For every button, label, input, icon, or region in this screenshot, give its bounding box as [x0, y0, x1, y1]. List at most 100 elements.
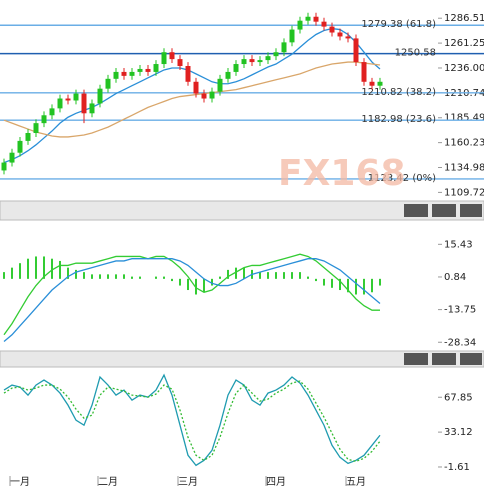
- x-tick-label: 二月: [98, 476, 118, 488]
- y-tick-label: 1185.49: [444, 113, 484, 124]
- histogram-bar: [219, 276, 221, 279]
- series-line: [3, 61, 381, 138]
- level-label: 1250.58: [395, 48, 436, 59]
- histogram-bar: [331, 278, 333, 288]
- histogram-bar: [83, 272, 85, 279]
- candle-body: [49, 108, 55, 116]
- candle-body: [353, 38, 359, 63]
- candle-body: [1, 162, 7, 171]
- histogram-bar: [75, 269, 77, 279]
- restore-button[interactable]: [432, 353, 456, 365]
- y-tick-label: 1286.51: [444, 13, 484, 24]
- histogram-bar: [91, 274, 93, 279]
- candle-body: [329, 26, 335, 33]
- candle-body: [337, 32, 343, 37]
- candle-body: [289, 29, 295, 43]
- candle-body: [177, 59, 183, 67]
- x-tick-label: 五月: [346, 476, 366, 488]
- candle-body: [193, 81, 199, 94]
- x-tick-label: 一月: [10, 476, 30, 488]
- histogram-bar: [363, 278, 365, 295]
- histogram-bar: [299, 272, 301, 279]
- histogram-bar: [379, 278, 381, 286]
- histogram-bar: [187, 278, 189, 291]
- candle-body: [217, 78, 223, 92]
- histogram-bar: [115, 274, 117, 279]
- histogram-bar: [355, 278, 357, 295]
- candle-body: [209, 91, 215, 99]
- histogram-bar: [227, 269, 229, 279]
- candle-body: [321, 21, 327, 27]
- header-bar: [0, 200, 484, 221]
- histogram-bar: [43, 256, 45, 279]
- candle-body: [41, 115, 47, 124]
- histogram-bar: [203, 278, 205, 293]
- candle-body: [273, 52, 279, 57]
- minimize-button[interactable]: [404, 204, 428, 217]
- candle-body: [97, 88, 103, 104]
- candle-body: [281, 42, 287, 53]
- candle-body: [65, 98, 71, 101]
- histogram-bar: [283, 272, 285, 279]
- candle-body: [17, 140, 23, 153]
- histogram-bar: [171, 278, 173, 282]
- candle-body: [265, 56, 271, 61]
- histogram-bar: [99, 274, 101, 279]
- level-label: 1123.42 (0%): [368, 173, 436, 184]
- candle-body: [9, 152, 15, 163]
- candle-body: [369, 81, 375, 86]
- candle-body: [305, 16, 311, 21]
- y-tick-label: 1160.23: [444, 138, 484, 149]
- histogram-bar: [259, 272, 261, 279]
- series-line: [3, 27, 381, 164]
- histogram-bar: [155, 276, 157, 279]
- histogram-bar: [11, 267, 13, 279]
- candle-body: [137, 68, 143, 72]
- histogram-bar: [163, 276, 165, 279]
- candle-body: [313, 16, 319, 22]
- y-tick-label: 33.12: [444, 427, 473, 438]
- histogram-bar: [195, 278, 197, 295]
- histogram-bar: [339, 278, 341, 291]
- histogram-bar: [59, 260, 61, 279]
- candle-body: [57, 98, 63, 109]
- y-tick-label: -28.34: [444, 337, 476, 348]
- histogram-bar: [291, 272, 293, 279]
- candle-body: [145, 68, 151, 72]
- histogram-bar: [3, 272, 5, 279]
- histogram-bar: [35, 256, 37, 279]
- close-button[interactable]: [460, 204, 482, 217]
- candle-body: [33, 123, 39, 134]
- y-tick-label: 1109.72: [444, 187, 484, 198]
- level-label: 1210.82 (38.2): [361, 87, 436, 98]
- candle-body: [25, 133, 31, 141]
- close-button[interactable]: [460, 353, 482, 365]
- level-label: 1182.98 (23.6): [361, 114, 436, 125]
- restore-button[interactable]: [432, 204, 456, 217]
- histogram-bar: [211, 278, 213, 286]
- y-tick-label: 67.85: [444, 392, 473, 403]
- histogram-bar: [123, 274, 125, 279]
- histogram-bar: [275, 272, 277, 279]
- candle-body: [377, 81, 383, 86]
- candle-body: [201, 93, 207, 99]
- candle-body: [169, 52, 175, 60]
- histogram-bar: [323, 278, 325, 286]
- y-tick-label: -1.61: [444, 462, 470, 473]
- minimize-button[interactable]: [404, 353, 428, 365]
- histogram-bar: [371, 278, 373, 293]
- histogram-bar: [19, 263, 21, 279]
- histogram-bar: [67, 267, 69, 279]
- histogram-bar: [243, 267, 245, 279]
- candle-body: [113, 71, 119, 79]
- candle-body: [81, 93, 87, 114]
- histogram-bar: [27, 258, 29, 279]
- histogram-bar: [347, 278, 349, 293]
- level-label: 1279.38 (61.8): [361, 19, 436, 30]
- candle-body: [361, 62, 367, 82]
- candle-body: [153, 64, 159, 72]
- candle-body: [233, 64, 239, 72]
- histogram-bar: [51, 258, 53, 279]
- histogram-bar: [307, 276, 309, 279]
